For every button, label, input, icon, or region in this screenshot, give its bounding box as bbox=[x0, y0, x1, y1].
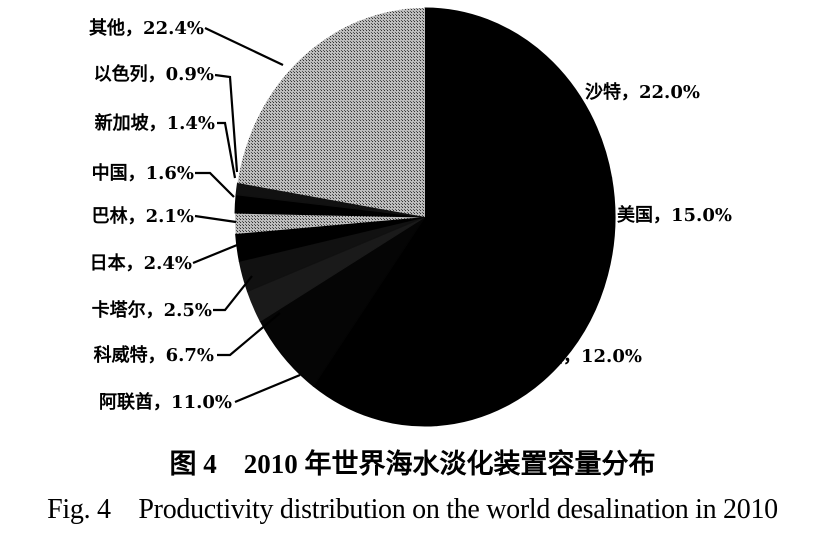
leader-line-6 bbox=[192, 241, 243, 265]
pie-slice-2 bbox=[424, 215, 565, 427]
slice-label-1: 美国，15.0% bbox=[617, 204, 732, 226]
slice-label-9: 新加坡，1.4% bbox=[95, 112, 215, 134]
slice-label-8: 中国，1.6% bbox=[92, 162, 194, 184]
slice-label-0: 沙特，22.0% bbox=[585, 81, 700, 103]
leader-line-9 bbox=[217, 121, 237, 179]
leader-line-3 bbox=[234, 373, 301, 404]
figure-caption-chinese: 图 4 2010 年世界海水淡化装置容量分布 bbox=[169, 449, 656, 479]
pie-slice-7 bbox=[235, 216, 426, 262]
pie-slice-10 bbox=[235, 182, 426, 218]
slice-label-7: 巴林，2.1% bbox=[92, 205, 194, 227]
slice-label-11: 其他，22.4% bbox=[89, 17, 204, 39]
pie-slice-3 bbox=[312, 215, 438, 427]
slice-label-2: 欧洲，12.0% bbox=[527, 345, 642, 367]
leader-line-10 bbox=[214, 73, 239, 173]
leader-line-4 bbox=[217, 312, 281, 357]
pie-slice-0 bbox=[424, 7, 613, 218]
leader-line-8 bbox=[195, 171, 235, 198]
slice-label-10: 以色列，0.9% bbox=[94, 63, 214, 85]
pie-chart: 沙特，22.0% 美国，15.0% 欧洲，12.0% 阿联酋，11.0% 科威特，6.7… bbox=[89, 7, 732, 427]
leader-line-7 bbox=[194, 214, 237, 224]
figure-caption-english: Fig. 4 Productivity distribution on the … bbox=[47, 494, 778, 525]
pie-slice-11 bbox=[237, 8, 425, 217]
slice-label-3: 阿联酋，11.0% bbox=[99, 391, 232, 413]
pie-slice-1 bbox=[424, 177, 616, 361]
slice-label-5: 卡塔尔，2.5% bbox=[92, 299, 212, 321]
leader-line-5 bbox=[213, 275, 253, 312]
slice-label-6: 日本，2.4% bbox=[90, 252, 192, 274]
slice-label-4: 科威特，6.7% bbox=[94, 344, 214, 366]
leader-line-11 bbox=[204, 27, 284, 66]
pie-slice-8 bbox=[235, 213, 425, 235]
